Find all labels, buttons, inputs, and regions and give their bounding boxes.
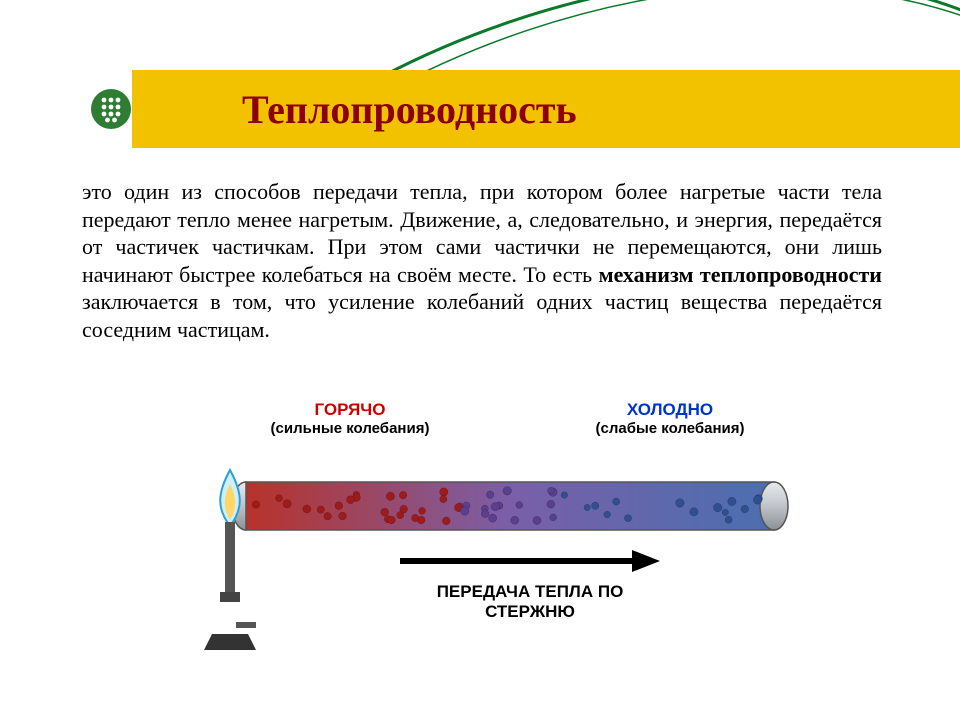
title-banner: Теплопроводность	[132, 70, 960, 148]
rod-illustration	[230, 476, 790, 536]
hot-title: ГОРЯЧО	[220, 400, 480, 420]
cold-title: ХОЛОДНО	[540, 400, 800, 420]
hot-sub: (сильные колебания)	[220, 420, 480, 437]
cold-label: ХОЛОДНО (слабые колебания)	[540, 400, 800, 437]
caption-line2: СТЕРЖНЮ	[380, 602, 680, 622]
caption-line1: ПЕРЕДАЧА ТЕПЛА ПО	[380, 582, 680, 602]
heat-direction-arrow-icon	[400, 548, 660, 574]
para-suffix: заключается в том, что усиление колебани…	[82, 289, 882, 342]
cold-sub: (слабые колебания)	[540, 420, 800, 437]
bunsen-burner-icon	[190, 464, 270, 654]
page-title: Теплопроводность	[242, 86, 577, 133]
diagram-caption: ПЕРЕДАЧА ТЕПЛА ПО СТЕРЖНЮ	[380, 582, 680, 621]
conduction-diagram: ГОРЯЧО (сильные колебания) ХОЛОДНО (слаб…	[180, 400, 800, 680]
body-paragraph: это один из способов передачи тепла, при…	[82, 178, 882, 343]
hot-label: ГОРЯЧО (сильные колебания)	[220, 400, 480, 437]
para-bold: механизм теплопроводности	[599, 262, 882, 287]
bullet-icon	[90, 88, 132, 130]
